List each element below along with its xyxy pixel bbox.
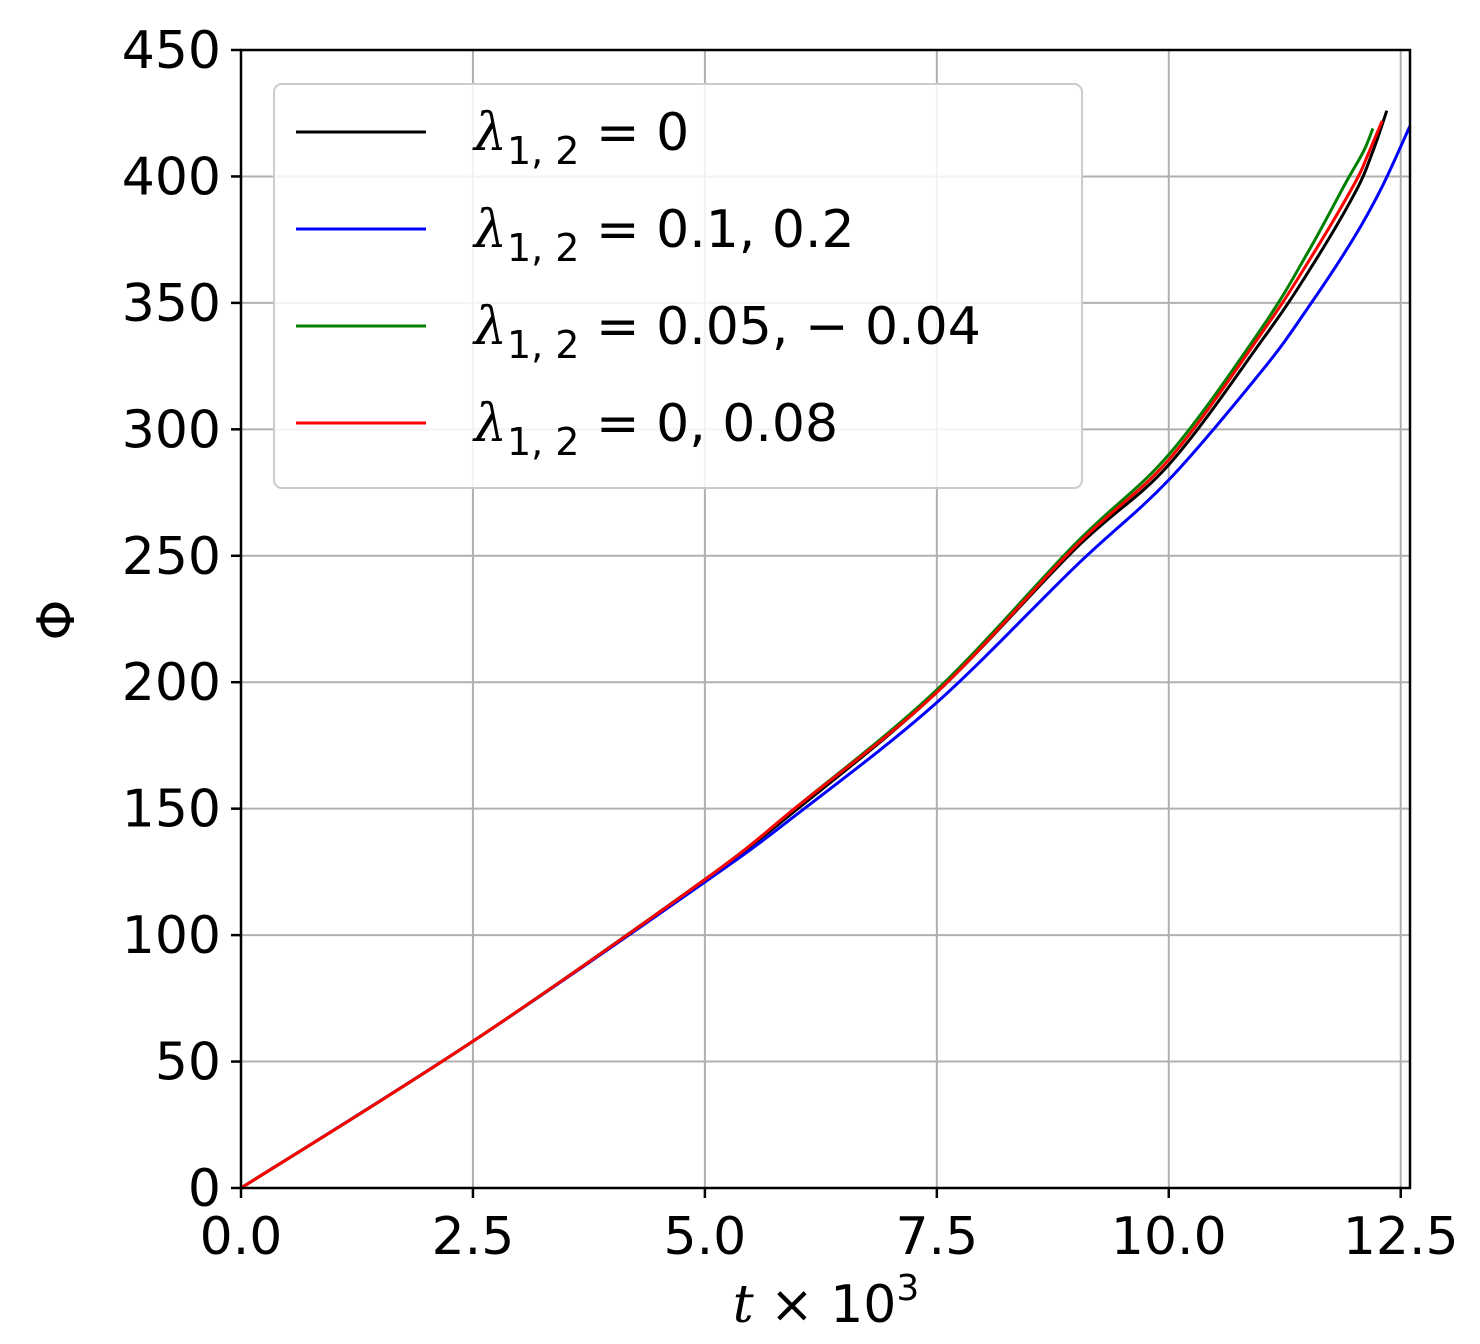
legend: λ1, 2 = 0 λ1, 2 = 0.1, 0.2 λ1, 2 = 0.05, −…	[273, 83, 1083, 489]
x-axis-exponent: 3	[896, 1268, 919, 1309]
y-tick-label: 350	[122, 274, 221, 334]
legend-box	[273, 83, 1083, 489]
x-tick-label: 7.5	[895, 1207, 978, 1267]
y-axis-variable: Φ	[27, 600, 87, 641]
legend-label: λ1, 2 = 0.1, 0.2	[472, 200, 855, 270]
y-tick-label: 50	[155, 1033, 221, 1093]
x-tick-label: 5.0	[664, 1207, 747, 1267]
legend-label: λ1, 2 = 0.05, − 0.04	[472, 297, 981, 367]
y-tick-label: 250	[122, 527, 221, 587]
x-tick-label: 12.5	[1343, 1207, 1459, 1267]
axis-ticks: 0.0 2.5 5.0 7.5 10.0 12.5 0 50 100 150 200 250 300 35…	[122, 21, 1459, 1267]
x-tick-label: 10.0	[1111, 1207, 1227, 1267]
y-tick-label: 150	[122, 780, 221, 840]
y-tick-label: 300	[122, 400, 221, 460]
legend-label: λ1, 2 = 0, 0.08	[472, 394, 838, 464]
series-lines	[240, 110, 1412, 1190]
x-axis-variable: t	[733, 1275, 754, 1335]
x-axis-multiplier: × 10	[754, 1275, 897, 1335]
y-tick-label: 100	[122, 906, 221, 966]
x-tick-label: 0.0	[200, 1207, 283, 1267]
x-tick-label: 2.5	[432, 1207, 515, 1267]
series-line	[240, 120, 1384, 1190]
y-tick-label: 400	[122, 147, 221, 207]
y-tick-label: 0	[188, 1159, 221, 1219]
y-axis-label: Φ	[27, 600, 87, 641]
plot-frame	[239, 48, 1412, 1190]
legend-label: λ1, 2 = 0	[472, 103, 689, 173]
y-tick-label: 450	[122, 21, 221, 81]
y-tick-label: 200	[122, 653, 221, 713]
x-axis-label: t × 103	[733, 1268, 920, 1335]
